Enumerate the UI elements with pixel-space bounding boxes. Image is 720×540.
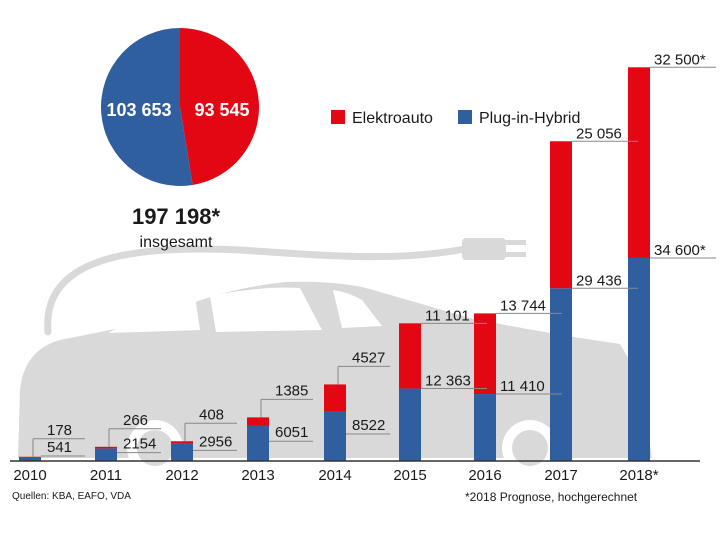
value-label-elektroauto: 266	[123, 412, 148, 429]
forecast-footnote: *2018 Prognose, hochgerechnet	[465, 490, 638, 504]
bar-plug-in-hybrid-5	[399, 388, 421, 461]
pie-total-caption: insgesamt	[140, 234, 213, 251]
x-tick-label: 2010	[13, 467, 46, 484]
pie-slice-elektroauto	[180, 28, 259, 185]
bars-layer	[19, 67, 650, 461]
x-tick-label: 2013	[241, 467, 274, 484]
x-tick-label: 2012	[165, 467, 198, 484]
x-tick-label: 2015	[393, 467, 426, 484]
value-label-elektroauto: 4527	[352, 349, 385, 366]
value-label-plug-in-hybrid: 8522	[352, 417, 385, 434]
value-label-elektroauto: 32 500*	[654, 51, 706, 68]
bar-elektroauto-4	[324, 384, 346, 411]
value-label-plug-in-hybrid: 2956	[199, 433, 232, 450]
x-tick-label: 2017	[544, 467, 577, 484]
source-note: Quellen: KBA, EAFO, VDA	[12, 491, 131, 502]
bar-plug-in-hybrid-4	[324, 410, 346, 461]
legend: Elektroauto Plug-in-Hybrid	[331, 110, 580, 127]
legend-label-plug-in-hybrid: Plug-in-Hybrid	[479, 110, 580, 127]
bar-elektroauto-5	[399, 323, 421, 389]
bar-plug-in-hybrid-8	[628, 257, 650, 461]
leader-lines	[32, 66, 716, 457]
value-label-elektroauto: 13 744	[500, 297, 546, 314]
bar-elektroauto-2	[171, 441, 193, 444]
pie-label-elektroauto: 93 545	[194, 100, 249, 120]
x-tick-label: 2014	[318, 467, 351, 484]
value-label-plug-in-hybrid: 29 436	[576, 272, 622, 289]
x-tick-labels: 2010 2011 2012 2013 2014 2015 2016 2017 2018*	[13, 467, 658, 484]
bar-plug-in-hybrid-0	[19, 457, 41, 461]
value-label-plug-in-hybrid: 11 410	[500, 378, 545, 395]
bar-elektroauto-8	[628, 67, 650, 258]
value-label-elektroauto: 25 056	[576, 125, 622, 142]
bar-elektroauto-0	[19, 456, 41, 458]
pie-slice-plug-in-hybrid	[100, 28, 193, 187]
value-label-plug-in-hybrid: 34 600*	[654, 242, 706, 259]
value-label-elektroauto: 1385	[275, 382, 308, 399]
x-tick-label: 2016	[468, 467, 501, 484]
bar-elektroauto-6	[474, 313, 496, 395]
bar-plug-in-hybrid-1	[95, 448, 117, 461]
x-tick-label: 2011	[90, 467, 122, 484]
value-label-plug-in-hybrid: 12 363	[425, 372, 471, 389]
bar-plug-in-hybrid-3	[247, 425, 269, 461]
x-tick-label: 2018*	[619, 467, 658, 484]
value-label-plug-in-hybrid: 6051	[275, 424, 308, 441]
value-label-elektroauto: 178	[47, 422, 72, 439]
charging-cable-icon	[44, 238, 526, 336]
pie-label-plug-in-hybrid: 103 653	[106, 100, 171, 120]
legend-label-elektroauto: Elektroauto	[352, 110, 433, 127]
bar-plug-in-hybrid-7	[550, 288, 572, 461]
bar-elektroauto-3	[247, 417, 269, 426]
bar-elektroauto-7	[550, 141, 572, 289]
value-label-plug-in-hybrid: 541	[47, 439, 72, 456]
value-label-plug-in-hybrid: 2154	[123, 436, 156, 453]
legend-swatch-elektroauto	[331, 110, 345, 124]
pie-total: 197 198*	[132, 204, 221, 229]
legend-swatch-plug-in-hybrid	[458, 110, 472, 124]
value-label-elektroauto: 11 101	[425, 307, 470, 324]
bar-plug-in-hybrid-6	[474, 394, 496, 461]
bar-plug-in-hybrid-2	[171, 443, 193, 461]
value-label-elektroauto: 408	[199, 406, 224, 423]
pie-chart: 93 545 103 653 197 198* insgesamt	[100, 28, 259, 251]
bar-elektroauto-1	[95, 446, 117, 449]
